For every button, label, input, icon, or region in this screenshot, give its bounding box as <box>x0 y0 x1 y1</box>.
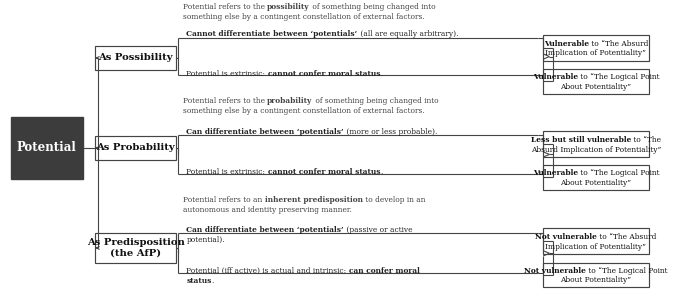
Text: As Possibility: As Possibility <box>99 53 173 63</box>
Text: About Potentiality”: About Potentiality” <box>560 83 632 91</box>
Text: Implication of Potentiality”: Implication of Potentiality” <box>545 49 647 57</box>
Text: to “The Logical Point: to “The Logical Point <box>577 73 659 81</box>
FancyBboxPatch shape <box>11 117 82 179</box>
Text: Can differentiate between ‘potentials’: Can differentiate between ‘potentials’ <box>186 128 344 136</box>
Text: Potential refers to the: Potential refers to the <box>183 97 267 105</box>
Text: .: . <box>212 277 214 285</box>
Text: to “The Logical Point: to “The Logical Point <box>577 169 659 177</box>
FancyBboxPatch shape <box>543 35 649 61</box>
Text: something else by a contingent constellation of external factors.: something else by a contingent constella… <box>183 107 425 115</box>
Text: Absurd Implication of Potentiality”: Absurd Implication of Potentiality” <box>531 146 661 154</box>
FancyBboxPatch shape <box>95 46 176 70</box>
Text: About Potentiality”: About Potentiality” <box>560 276 632 284</box>
Text: Potential: Potential <box>16 142 77 154</box>
FancyBboxPatch shape <box>95 233 176 263</box>
Text: Vulnerable: Vulnerable <box>544 40 589 48</box>
FancyBboxPatch shape <box>543 69 649 93</box>
Text: (all are equally arbitrary).: (all are equally arbitrary). <box>358 30 458 39</box>
FancyBboxPatch shape <box>543 165 649 190</box>
Text: cannot confer moral status: cannot confer moral status <box>268 70 380 78</box>
Text: of something being changed into: of something being changed into <box>312 97 438 105</box>
Text: Cannot differentiate between ‘potentials’: Cannot differentiate between ‘potentials… <box>186 30 358 39</box>
Text: .: . <box>380 168 382 176</box>
Text: Potential is extrinsic:: Potential is extrinsic: <box>186 70 268 78</box>
Text: (more or less probable).: (more or less probable). <box>344 128 437 136</box>
Text: Can differentiate between ‘potentials’: Can differentiate between ‘potentials’ <box>186 226 344 234</box>
Text: potential).: potential). <box>186 236 225 244</box>
Text: to “The Logical Point: to “The Logical Point <box>586 267 668 275</box>
Text: (passive or active: (passive or active <box>344 226 412 234</box>
Text: probability: probability <box>267 97 312 105</box>
Text: status: status <box>186 277 212 285</box>
Text: to “The Absurd: to “The Absurd <box>589 40 648 48</box>
FancyBboxPatch shape <box>95 136 176 160</box>
Text: can confer moral: can confer moral <box>349 267 420 275</box>
FancyBboxPatch shape <box>543 228 649 254</box>
Text: possibility: possibility <box>267 3 310 11</box>
Text: Less but still vulnerable: Less but still vulnerable <box>531 136 631 144</box>
Text: to “The Absurd: to “The Absurd <box>597 233 657 241</box>
Text: to develop in an: to develop in an <box>362 196 425 204</box>
Text: of something being changed into: of something being changed into <box>310 3 436 11</box>
Text: About Potentiality”: About Potentiality” <box>560 179 632 187</box>
Text: cannot confer moral status: cannot confer moral status <box>268 168 380 176</box>
Text: inherent predisposition: inherent predisposition <box>264 196 362 204</box>
Text: Vulnerable: Vulnerable <box>533 169 577 177</box>
Text: .: . <box>380 70 382 78</box>
Text: Not vulnerable: Not vulnerable <box>535 233 597 241</box>
Text: Not vulnerable: Not vulnerable <box>524 267 586 275</box>
Text: Potential refers to the: Potential refers to the <box>183 3 267 11</box>
Text: Potential is extrinsic:: Potential is extrinsic: <box>186 168 268 176</box>
Text: Vulnerable: Vulnerable <box>533 73 577 81</box>
FancyBboxPatch shape <box>543 263 649 287</box>
FancyBboxPatch shape <box>543 131 649 157</box>
Text: As Probability: As Probability <box>97 143 175 153</box>
Text: Potential refers to an: Potential refers to an <box>183 196 264 204</box>
Text: Potential (iff active) is actual and intrinsic:: Potential (iff active) is actual and int… <box>186 267 349 275</box>
Text: As Predisposition
(the AfP): As Predisposition (the AfP) <box>87 238 184 258</box>
Text: something else by a contingent constellation of external factors.: something else by a contingent constella… <box>183 13 425 21</box>
Text: Implication of Potentiality”: Implication of Potentiality” <box>545 243 647 251</box>
Text: autonomous and identity preserving manner.: autonomous and identity preserving manne… <box>183 206 352 214</box>
Text: to “The: to “The <box>631 136 661 144</box>
